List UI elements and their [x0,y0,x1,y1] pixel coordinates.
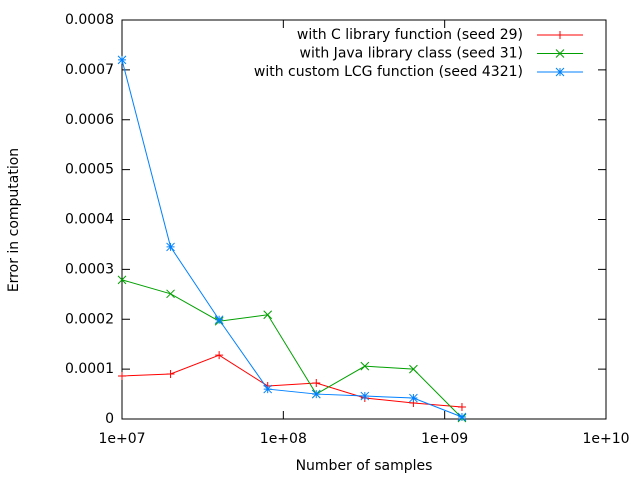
point [117,55,127,65]
x-tick-label: 1e+10 [582,431,629,447]
legend-marker [555,67,565,77]
legend-marker [555,49,565,58]
point [311,389,321,399]
point [214,315,224,325]
x-tick-label: 1e+08 [260,431,307,447]
point [117,275,127,285]
x-tick-label: 1e+09 [421,431,468,447]
y-axis-label: Error in computation [6,148,22,292]
point [166,289,175,299]
x-tick-label: 1e+07 [98,431,145,447]
point [409,364,418,374]
point [312,378,321,387]
y-tick-label: 0.0004 [65,212,114,228]
point [360,361,370,371]
point [457,402,466,411]
y-tick-label: 0.0003 [65,261,114,277]
legend-marker [556,31,564,39]
x-axis-label: Number of samples [296,458,433,474]
point [263,384,273,394]
series-line [121,59,463,418]
point [409,393,418,403]
legend-label: with Java library class (seed 31) [300,46,523,62]
y-tick-label: 0 [105,411,114,427]
y-tick-label: 0.0001 [65,361,114,377]
y-tick-label: 0.0006 [65,112,114,128]
point [457,412,467,422]
point [215,351,224,360]
point [118,372,126,381]
point [166,242,175,252]
y-tick-label: 0.0007 [65,62,114,78]
point [166,370,175,379]
y-tick-label: 0.0008 [65,12,114,28]
legend-label: with custom LCG function (seed 4321) [254,64,523,80]
point [360,391,370,401]
series-line [121,279,463,419]
y-tick-label: 0.0002 [65,311,114,327]
legend-label: with C library function (seed 29) [297,27,523,43]
point [263,310,273,320]
y-tick-label: 0.0005 [65,162,114,178]
series-line [121,354,463,408]
